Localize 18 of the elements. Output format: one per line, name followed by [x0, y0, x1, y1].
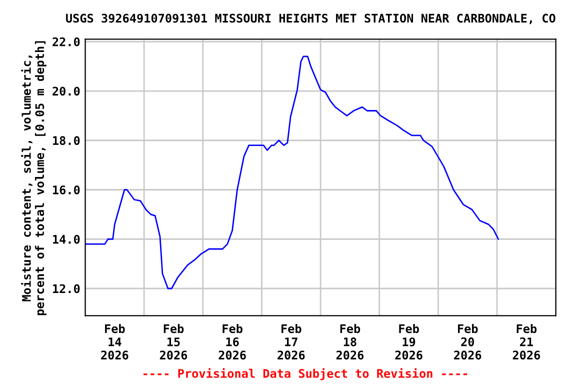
y-tick-label: 18.0 — [53, 136, 80, 146]
y-tick-label: 22.0 — [52, 37, 80, 46]
line-series — [85, 56, 499, 290]
x-tick-label: Feb 14 2026 — [101, 324, 128, 360]
y-tick-label: 14.0 — [53, 234, 80, 244]
x-tick-label: Feb 15 2026 — [160, 324, 188, 360]
y-tick-label: 12.0 — [53, 284, 80, 294]
chart-title: USGS 392649107091301 MISSOURI HEIGHTS MET STATION NEAR CARBONDALE, CO — [66, 14, 556, 24]
y-tick-label: 20.0 — [52, 86, 80, 96]
x-tick-label: Feb 16 2026 — [218, 324, 246, 360]
x-tick-label: Feb 18 2026 — [336, 324, 364, 360]
y-tick-label: 16.0 — [53, 185, 80, 194]
x-tick-label: Feb 21 2026 — [512, 324, 540, 360]
x-tick-label: Feb 20 2026 — [454, 324, 482, 360]
x-tick-label: Feb 17 2026 — [278, 324, 305, 360]
y-axis-title: Moisture content, soil, volumetric, percent of total volume, [0.05 m depth] — [21, 41, 46, 316]
x-tick-label: Feb 19 2026 — [395, 324, 422, 360]
text: ---- Provisional Data Subject to Revision ---- — [144, 368, 468, 380]
